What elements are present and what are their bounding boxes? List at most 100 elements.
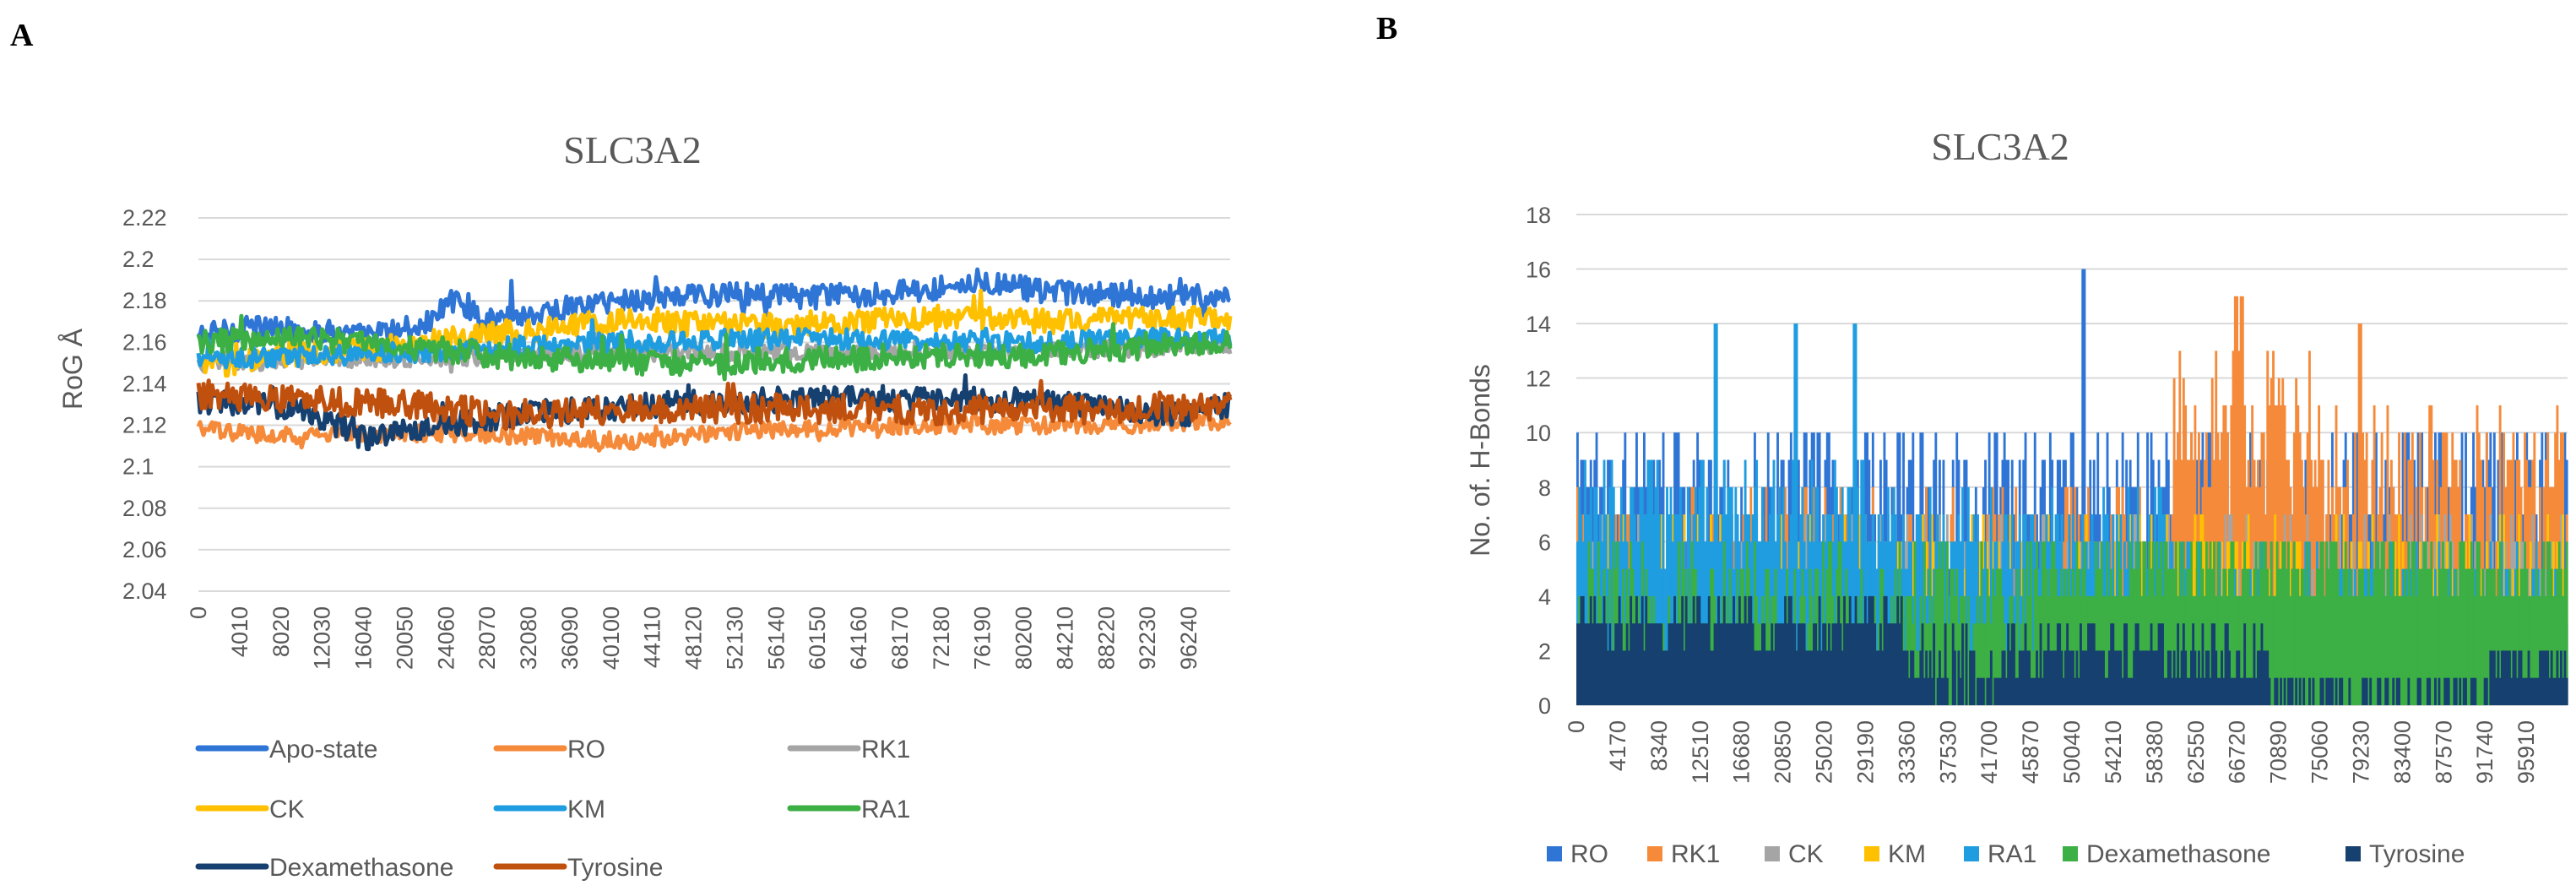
chart-b-bar bbox=[2131, 568, 2134, 705]
chart-b-bar bbox=[2201, 623, 2205, 705]
chart-b-bar bbox=[1704, 541, 1707, 705]
chart-b-bar bbox=[2344, 541, 2347, 705]
chart-b-bar bbox=[2365, 595, 2368, 705]
chart-b-bar bbox=[1862, 623, 1865, 705]
chart-a-xtick: 44110 bbox=[640, 606, 665, 668]
chart-b-bar bbox=[1934, 568, 1938, 705]
chart-b-bar bbox=[1971, 650, 1974, 705]
chart-b-bar bbox=[1961, 623, 1964, 705]
chart-b-bar bbox=[1754, 650, 1756, 705]
chart-b-bar bbox=[1813, 623, 1815, 705]
chart-b-bar bbox=[1939, 541, 1941, 705]
chart-b-bar bbox=[1648, 459, 1651, 705]
chart-b-bar bbox=[2552, 595, 2555, 705]
chart-b-bar bbox=[2516, 568, 2519, 705]
chart-b-bar bbox=[2036, 650, 2038, 705]
chart-b-bar bbox=[1810, 459, 1814, 705]
chart-b-bar bbox=[1892, 486, 1895, 705]
chart-b-bar bbox=[1977, 677, 1979, 705]
chart-b-bar bbox=[2272, 350, 2275, 705]
chart-b-bar bbox=[1959, 677, 1962, 705]
chart-b-bar bbox=[1652, 623, 1656, 705]
chart-b-bar bbox=[2030, 541, 2033, 705]
chart-b-bar bbox=[1993, 677, 1997, 705]
chart-b-bar bbox=[1668, 623, 1671, 705]
chart-b-bar bbox=[2228, 650, 2231, 705]
panel-label-b: B bbox=[1376, 11, 1398, 46]
chart-b-bar bbox=[2544, 650, 2547, 705]
chart-b-bar bbox=[2428, 677, 2432, 705]
chart-b-bar bbox=[1748, 595, 1751, 705]
chart-b-bar bbox=[2207, 568, 2210, 705]
chart-b-bar bbox=[2327, 677, 2330, 705]
chart-b-bar bbox=[2460, 541, 2464, 705]
chart-b-bar bbox=[1671, 541, 1674, 705]
chart-b-bar bbox=[1940, 677, 1944, 705]
chart-b-bar bbox=[1782, 486, 1785, 705]
chart-a-xtick: 24060 bbox=[433, 606, 458, 670]
chart-b-bar bbox=[2172, 568, 2176, 705]
chart-b-bar bbox=[1972, 514, 1976, 705]
chart-b-bar bbox=[1675, 514, 1678, 705]
chart-b-bar bbox=[1581, 595, 1585, 705]
chart-b-bar bbox=[1825, 650, 1829, 705]
chart-b-bar bbox=[1963, 595, 1966, 705]
chart-b-bar bbox=[2274, 595, 2277, 705]
chart-b-bar bbox=[2259, 650, 2262, 705]
chart-b-bar bbox=[1889, 541, 1892, 705]
chart-b-bar bbox=[2277, 568, 2280, 705]
chart-b-bar bbox=[2492, 650, 2496, 705]
chart-b-bar bbox=[1654, 623, 1657, 705]
chart-b-bar bbox=[2249, 595, 2252, 705]
chart-b-bar bbox=[2083, 650, 2086, 705]
chart-b-bar bbox=[1766, 650, 1770, 705]
chart-b-legend-swatch bbox=[1765, 846, 1780, 861]
chart-b-bar bbox=[2331, 541, 2334, 705]
chart-b-bar bbox=[2013, 623, 2015, 705]
chart-b-bar bbox=[2157, 623, 2161, 705]
chart-b-bar bbox=[2074, 595, 2077, 705]
chart-b-bar bbox=[1837, 595, 1841, 705]
chart-b-bar bbox=[2037, 595, 2041, 705]
chart-b-bar bbox=[2015, 677, 2018, 705]
chart-b-bar bbox=[2529, 677, 2532, 705]
chart-b-bar bbox=[2485, 568, 2488, 705]
chart-b-legend-label: KM bbox=[1888, 840, 1926, 868]
chart-b-bar bbox=[2069, 650, 2073, 705]
chart-b-bar bbox=[1814, 623, 1818, 705]
chart-b-bar bbox=[2068, 650, 2071, 705]
chart-b-bar bbox=[1828, 541, 1830, 705]
chart-b-bar bbox=[1586, 623, 1589, 705]
chart-b-bar bbox=[1847, 623, 1850, 705]
chart-b-bar bbox=[1792, 623, 1794, 705]
chart-b-bar bbox=[2053, 650, 2056, 705]
chart-b-xtick: 37530 bbox=[1935, 720, 1960, 784]
chart-b-ytick: 6 bbox=[1538, 530, 1551, 555]
chart-b-bar bbox=[2510, 677, 2514, 705]
chart-b-xtick: 41700 bbox=[1977, 720, 2002, 784]
chart-b-bar bbox=[2031, 514, 2035, 705]
chart-b-bar bbox=[2028, 650, 2031, 705]
chart-b-bar bbox=[2400, 595, 2403, 705]
chart-b-bar bbox=[1696, 595, 1700, 705]
chart-b-bar bbox=[2472, 568, 2475, 705]
chart-b-bar bbox=[2438, 677, 2441, 705]
chart-b-bar bbox=[1793, 623, 1797, 705]
chart-b-bar bbox=[1658, 623, 1661, 705]
chart-b-bar bbox=[1883, 595, 1886, 705]
chart-b-bar bbox=[1936, 677, 1939, 705]
chart-b-bar bbox=[2318, 568, 2321, 705]
chart-b-bar bbox=[2477, 541, 2481, 705]
chart-b-bar bbox=[2418, 677, 2421, 705]
chart-b-bar bbox=[2428, 568, 2432, 705]
chart-b-bar bbox=[2110, 623, 2113, 705]
chart-b-bar bbox=[1984, 541, 1987, 705]
chart-b-bar bbox=[1904, 650, 1907, 705]
chart-b-bar bbox=[1795, 323, 1798, 705]
chart-b-bar bbox=[2182, 623, 2185, 705]
chart-b-bar bbox=[2159, 623, 2162, 705]
chart-b-bar bbox=[2119, 650, 2123, 705]
chart-b-bar bbox=[1836, 623, 1838, 705]
chart-b-bar bbox=[1578, 623, 1581, 705]
chart-b-bar bbox=[2518, 650, 2521, 705]
